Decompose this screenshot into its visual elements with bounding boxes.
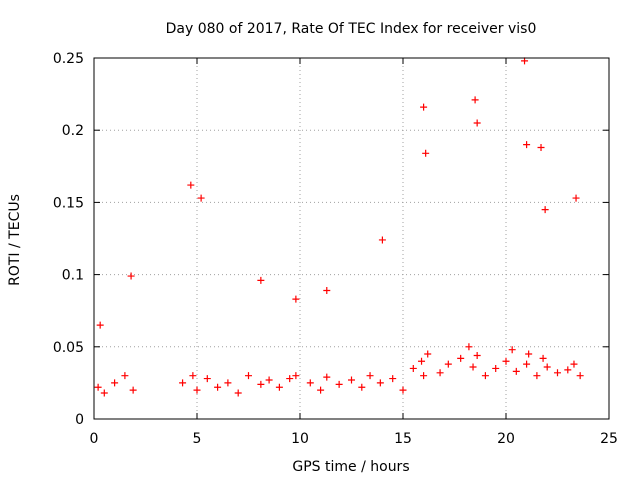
data-point: [465, 343, 473, 351]
data-point: [197, 194, 205, 202]
data-point: [420, 372, 428, 380]
data-point: [436, 369, 444, 377]
data-point: [189, 372, 197, 380]
x-tick-label: 5: [193, 431, 202, 447]
data-point: [539, 354, 547, 362]
data-point: [335, 380, 343, 388]
data-point: [193, 386, 201, 394]
data-point: [554, 369, 561, 377]
data-point: [469, 363, 477, 371]
x-axis-ticks: 0 5 10 15 20 25: [90, 58, 618, 447]
data-point: [203, 375, 211, 383]
y-tick-label: 0.1: [62, 268, 84, 284]
y-tick-label: 0.05: [53, 340, 84, 356]
data-point: [533, 372, 541, 380]
data-point: [129, 386, 137, 394]
data-point: [418, 357, 426, 365]
data-point: [179, 379, 187, 387]
data-point: [378, 236, 386, 244]
data-point: [564, 366, 572, 374]
data-point: [96, 321, 104, 329]
data-point: [224, 379, 232, 387]
x-axis-label: GPS time / hours: [292, 459, 409, 475]
data-point: [420, 103, 428, 111]
data-point: [286, 375, 294, 383]
data-point: [512, 367, 520, 375]
data-point: [127, 272, 135, 280]
data-point: [366, 372, 374, 380]
data-point: [358, 383, 366, 391]
data-point: [572, 194, 580, 202]
x-tick-label: 10: [291, 431, 309, 447]
y-tick-label: 0.25: [53, 51, 84, 67]
data-point: [94, 383, 102, 391]
data-point: [576, 372, 584, 380]
plot-frame: [93, 57, 610, 420]
data-point: [111, 379, 119, 387]
data-point: [409, 364, 417, 372]
data-point: [265, 376, 273, 384]
data-point: [245, 372, 252, 380]
data-point: [525, 350, 533, 358]
data-point: [121, 372, 129, 380]
data-point: [399, 386, 407, 394]
data-point: [492, 364, 500, 372]
data-point: [523, 360, 531, 368]
data-point: [481, 372, 489, 380]
data-point: [541, 206, 549, 214]
data-point: [422, 149, 430, 157]
data-point: [257, 276, 265, 284]
x-tick-label: 15: [394, 431, 412, 447]
data-point: [323, 373, 331, 381]
data-point: [376, 379, 384, 387]
data-point: [187, 181, 195, 189]
data-point: [473, 119, 481, 127]
data-point: [424, 350, 432, 358]
data-point: [508, 346, 516, 354]
data-point: [234, 389, 242, 397]
data-point: [570, 360, 578, 368]
data-point: [502, 357, 510, 365]
data-point: [317, 386, 325, 394]
data-point: [292, 295, 300, 303]
data-point: [100, 389, 108, 397]
data-point: [389, 375, 397, 383]
data-point: [257, 380, 265, 388]
y-tick-label: 0.15: [53, 195, 84, 211]
data-points: [94, 57, 584, 397]
data-point: [521, 57, 529, 65]
data-point: [457, 354, 465, 362]
data-point: [543, 363, 551, 371]
data-point: [471, 96, 479, 104]
plot-area: [94, 58, 609, 419]
data-point: [523, 141, 531, 149]
data-point: [444, 360, 452, 368]
data-point: [473, 351, 481, 359]
y-tick-label: 0.2: [62, 123, 84, 139]
x-tick-label: 0: [90, 431, 99, 447]
data-point: [306, 379, 314, 387]
data-point: [537, 144, 545, 152]
data-point: [348, 376, 355, 384]
data-point: [275, 383, 283, 391]
x-tick-label: 25: [600, 431, 618, 447]
data-point: [292, 372, 300, 380]
data-point: [323, 286, 331, 294]
data-point: [214, 383, 222, 391]
y-axis-ticks: 0 0.05 0.1 0.15 0.2 0.25: [53, 51, 609, 428]
y-axis-label: ROTI / TECUs: [7, 194, 23, 286]
chart-title: Day 080 of 2017, Rate Of TEC Index for r…: [166, 21, 537, 37]
y-tick-label: 0: [75, 412, 84, 428]
x-tick-label: 20: [497, 431, 515, 447]
